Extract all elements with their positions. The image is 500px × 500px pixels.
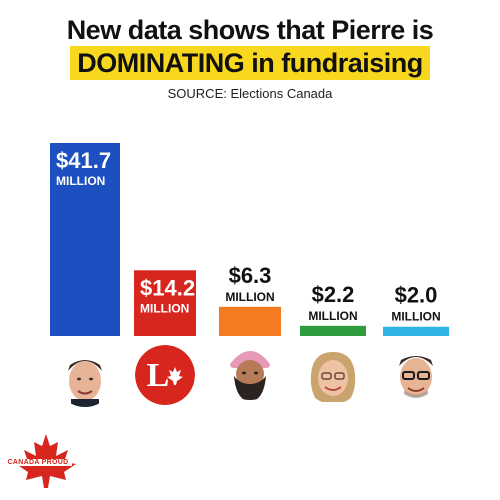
jagmeet-singh-avatar (220, 340, 280, 400)
svg-text:L: L (147, 357, 170, 394)
unit-label-elizabeth-may: MILLION (308, 309, 357, 323)
chart-title-line1: New data shows that Pierre is (66, 15, 434, 45)
bar-jagmeet-singh (219, 306, 281, 336)
bar-pierre-poilievre (50, 143, 120, 336)
unit-label-yves-francois-blanchet: MILLION (391, 310, 440, 324)
value-label-yves-francois-blanchet: $2.0 (395, 283, 438, 308)
bar-elizabeth-may (300, 325, 366, 336)
value-label-pierre-poilievre: $41.7 (56, 148, 111, 173)
bar-yves-francois-blanchet (383, 326, 449, 336)
value-label-liberal-party: $14.2 (140, 275, 195, 300)
chart-title-line2: DOMINATING in fundraising (70, 46, 430, 80)
unit-label-pierre-poilievre: MILLION (56, 174, 105, 188)
yves-francois-blanchet-avatar (386, 344, 446, 404)
unit-label-jagmeet-singh: MILLION (225, 290, 274, 304)
chart-source: SOURCE: Elections Canada (167, 86, 333, 101)
pierre-poilievre-avatar (55, 347, 115, 407)
liberal-party-logo-icon: L (135, 345, 195, 405)
value-label-elizabeth-may: $2.2 (312, 282, 355, 307)
elizabeth-may-avatar (303, 344, 363, 404)
bar-liberal-party (134, 270, 196, 336)
unit-label-liberal-party: MILLION (140, 301, 189, 315)
logo-text: CANADA PROUD (4, 459, 72, 466)
value-label-jagmeet-singh: $6.3 (229, 263, 272, 288)
